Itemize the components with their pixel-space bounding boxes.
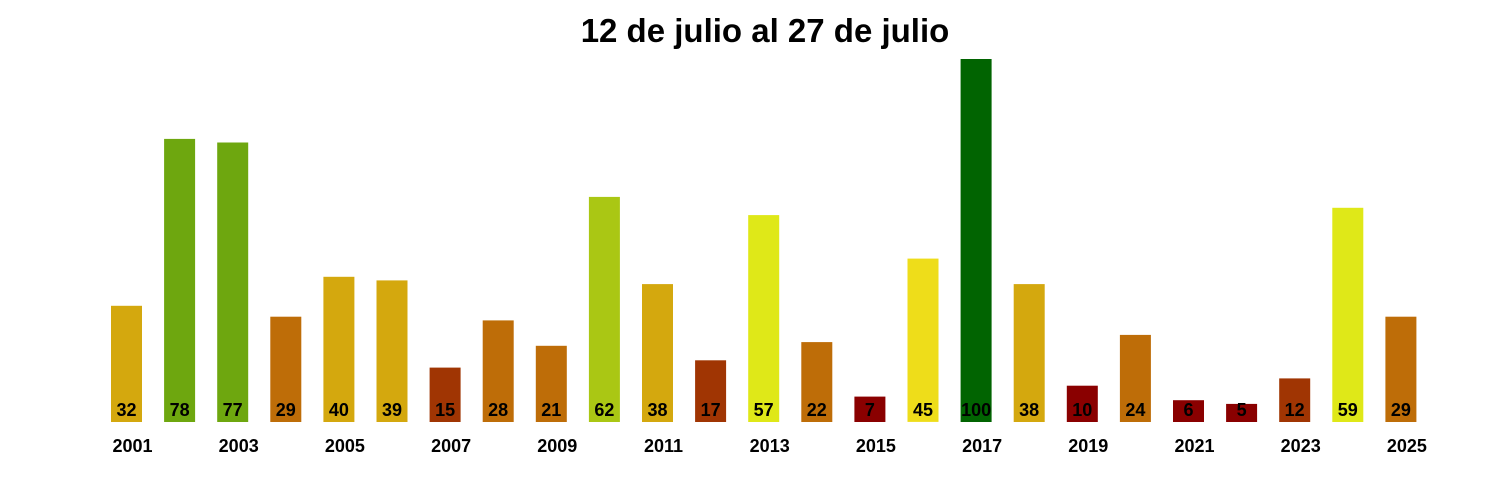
bar-2023 [1279,378,1311,422]
bar-value-label: 62 [594,400,614,420]
bar-2009 [535,345,567,422]
bar-2003 [217,142,249,422]
bar-value-label: 28 [488,400,508,420]
bar-value-label: 12 [1285,400,1305,420]
bar-value-label: 38 [1019,400,1039,420]
x-tick-label: 2015 [856,436,896,456]
x-tick-label: 2023 [1281,436,1321,456]
x-tick-label: 2007 [431,436,471,456]
bar-2001 [111,305,142,422]
bar-2013 [748,215,780,422]
x-tick-label: 2003 [219,436,259,456]
chart-title: 12 de julio al 27 de julio [580,12,950,49]
bar-2018 [1013,284,1045,422]
bar-value-label: 78 [170,400,190,420]
bar-2005 [323,276,355,422]
x-tick-label: 2025 [1387,436,1427,456]
x-tick-label: 2009 [537,436,577,456]
bar-2006 [376,280,408,422]
bar-value-label: 10 [1072,400,1092,420]
x-tick-label: 2013 [750,436,790,456]
bar-2017 [960,59,992,422]
bar-value-label: 32 [116,400,136,420]
bar-value-label: 77 [223,400,243,420]
bar-value-label: 45 [913,400,933,420]
x-tick-label: 2001 [112,436,152,456]
bar-2007 [429,367,461,422]
bar-2021 [1173,400,1204,422]
bar-value-label: 15 [435,400,455,420]
bar-2002 [164,138,196,422]
x-tick-label: 2011 [644,436,683,456]
x-tick-label: 2021 [1174,436,1214,456]
bar-value-label: 59 [1338,400,1358,420]
x-tick-label: 2017 [962,436,1002,456]
bar-value-label: 29 [276,400,296,420]
bar-2016 [907,258,939,422]
bar-value-label: 17 [701,400,721,420]
x-tick-label: 2005 [325,436,365,456]
bar-value-label: 100 [961,400,991,420]
bar-2020 [1119,334,1151,422]
bar-2008 [482,320,514,422]
bar-value-label: 5 [1237,400,1247,420]
bar-value-label: 22 [807,400,827,420]
bar-2011 [642,284,673,422]
bar-2012 [695,360,727,422]
bar-2014 [801,342,833,422]
bar-value-label: 39 [382,400,402,420]
x-tick-label: 2019 [1068,436,1108,456]
bar-value-label: 24 [1125,400,1145,420]
bar-2004 [270,316,302,422]
bar-2019 [1066,385,1098,422]
bar-2022 [1226,403,1258,422]
bar-2025 [1385,316,1417,422]
bar-value-label: 7 [865,400,875,420]
bar-value-label: 21 [541,400,561,420]
bar-2024 [1332,207,1364,422]
bar-2015 [854,396,886,422]
bar-value-label: 38 [647,400,667,420]
bar-value-label: 29 [1391,400,1411,420]
bar-value-label: 6 [1183,400,1193,420]
bar-2010 [588,196,620,422]
bar-value-label: 40 [329,400,349,420]
bar-value-label: 57 [754,400,774,420]
